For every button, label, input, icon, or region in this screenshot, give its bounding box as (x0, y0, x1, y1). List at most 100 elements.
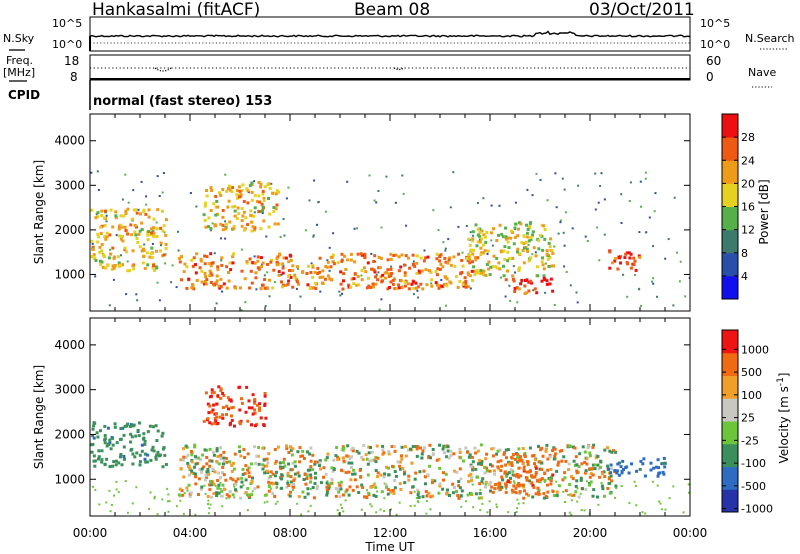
data-cell (250, 198, 254, 202)
data-cell (353, 260, 357, 264)
noise-cell (482, 482, 485, 485)
data-cell (253, 206, 257, 210)
data-cell (108, 438, 112, 442)
data-cell (630, 266, 633, 270)
data-cell (529, 279, 533, 283)
colorbar-swatch (722, 275, 738, 300)
data-cell (287, 451, 291, 454)
data-cell (232, 252, 236, 256)
data-cell (392, 254, 396, 257)
data-cell (528, 479, 532, 483)
data-cell (415, 271, 419, 275)
noise-cell (413, 504, 416, 507)
noise-cell (452, 171, 455, 174)
colorbar-tick-label: 12 (741, 224, 755, 237)
data-cell (231, 261, 235, 265)
data-cell (114, 463, 118, 467)
data-cell (376, 456, 380, 460)
noise-cell (126, 511, 129, 514)
data-cell (345, 488, 349, 492)
data-cell (529, 256, 533, 260)
data-cell (425, 283, 429, 287)
freq-left-tick-low: 8 (70, 70, 78, 84)
data-cell (267, 476, 271, 480)
noise-cell (559, 221, 562, 224)
data-cell (543, 278, 547, 282)
data-cell (335, 446, 339, 449)
noise-cell (596, 226, 599, 229)
data-cell (363, 495, 366, 499)
data-cell (214, 195, 218, 198)
noise-cell (135, 293, 138, 296)
data-cell (498, 223, 502, 227)
data-cell (200, 269, 204, 273)
data-cell (615, 469, 619, 473)
data-cell (177, 493, 181, 497)
data-cell (301, 270, 304, 274)
data-cell (104, 209, 107, 213)
data-cell (493, 472, 497, 476)
data-cell (269, 470, 273, 474)
data-cell (250, 181, 254, 185)
data-cell (91, 248, 95, 251)
data-cell (190, 258, 194, 262)
data-cell (578, 452, 582, 456)
noise-cell (328, 246, 331, 249)
data-cell (476, 240, 480, 244)
data-cell (403, 271, 407, 275)
data-cell (440, 284, 444, 288)
data-cell (291, 264, 295, 268)
data-cell (396, 460, 400, 464)
data-cell (219, 277, 223, 281)
noise-cell (429, 508, 432, 511)
data-cell (437, 457, 441, 461)
data-cell (430, 278, 434, 282)
data-cell (522, 465, 526, 469)
noise-cell (673, 196, 676, 199)
noise-left-tick-low: 10^0 (52, 38, 82, 51)
noise-cell (377, 190, 380, 192)
data-cell (259, 227, 263, 231)
data-cell (238, 445, 241, 449)
data-cell (516, 453, 520, 457)
noise-cell (554, 172, 557, 175)
data-cell (260, 202, 264, 206)
data-cell (484, 235, 487, 239)
data-cell (345, 454, 349, 458)
noise-cell (622, 273, 625, 276)
data-cell (205, 189, 209, 192)
data-cell (506, 259, 510, 263)
noise-cell (476, 202, 479, 204)
data-cell (230, 406, 234, 410)
data-cell (542, 274, 546, 278)
data-cell (225, 460, 229, 464)
noise-cell (370, 505, 373, 508)
data-cell (415, 254, 419, 258)
data-cell (105, 235, 109, 239)
noise-cell (319, 290, 322, 293)
data-cell (456, 285, 460, 289)
data-cell (224, 478, 228, 482)
data-cell (593, 467, 597, 471)
data-cell (342, 446, 346, 450)
data-cell (344, 471, 348, 475)
data-cell (227, 271, 231, 274)
noise-cell (652, 282, 655, 285)
data-cell (424, 256, 428, 260)
noise-cell (508, 284, 511, 287)
data-cell (187, 464, 191, 468)
data-cell (467, 455, 471, 459)
data-cell (135, 211, 139, 215)
data-cell (579, 478, 583, 482)
noise-cell (265, 235, 268, 238)
noise-cell (148, 507, 150, 510)
data-cell (513, 457, 517, 461)
data-cell (340, 469, 344, 472)
data-cell (194, 475, 198, 479)
data-cell (311, 263, 315, 267)
data-cell (184, 444, 188, 448)
noise-cell (156, 175, 159, 178)
data-cell (471, 260, 474, 264)
data-cell (482, 272, 485, 276)
data-cell (215, 412, 218, 416)
